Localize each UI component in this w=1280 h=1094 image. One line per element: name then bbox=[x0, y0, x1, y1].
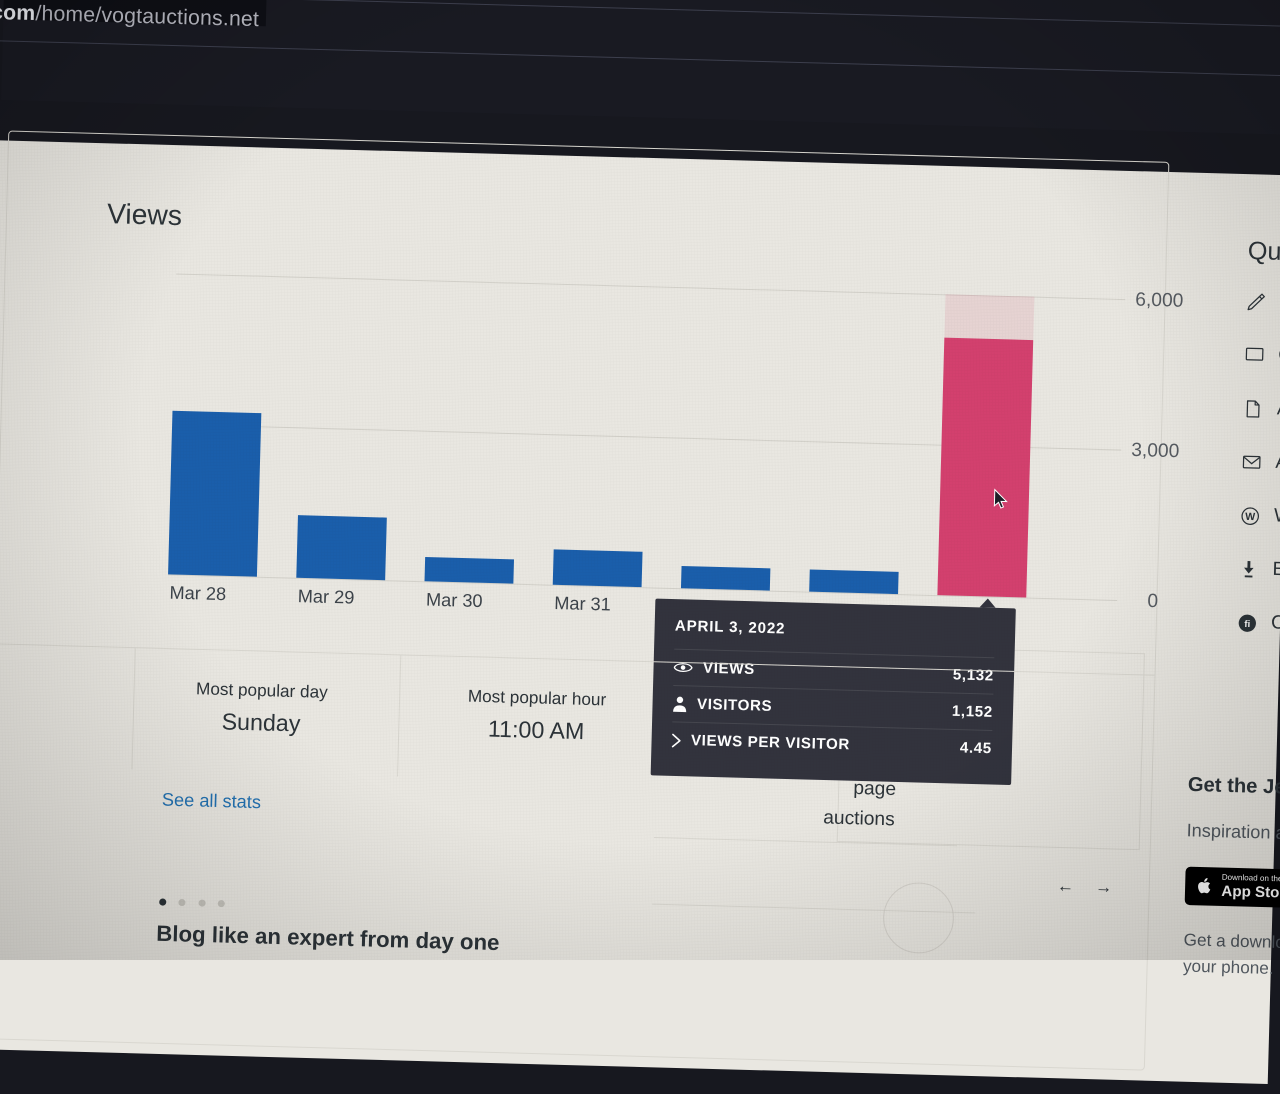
svg-text:fi: fi bbox=[1244, 618, 1250, 629]
svg-text:W: W bbox=[1245, 510, 1255, 522]
